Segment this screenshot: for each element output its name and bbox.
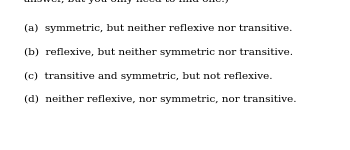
Text: (d)  neither reflexive, nor symmetric, nor transitive.: (d) neither reflexive, nor symmetric, no…: [24, 95, 297, 105]
Text: answer, but you only need to find one.): answer, but you only need to find one.): [24, 0, 229, 4]
Text: (b)  reflexive, but neither symmetric nor transitive.: (b) reflexive, but neither symmetric nor…: [24, 47, 293, 57]
Text: (c)  transitive and symmetric, but not reflexive.: (c) transitive and symmetric, but not re…: [24, 71, 273, 81]
Text: (a)  symmetric, but neither reflexive nor transitive.: (a) symmetric, but neither reflexive nor…: [24, 24, 293, 33]
